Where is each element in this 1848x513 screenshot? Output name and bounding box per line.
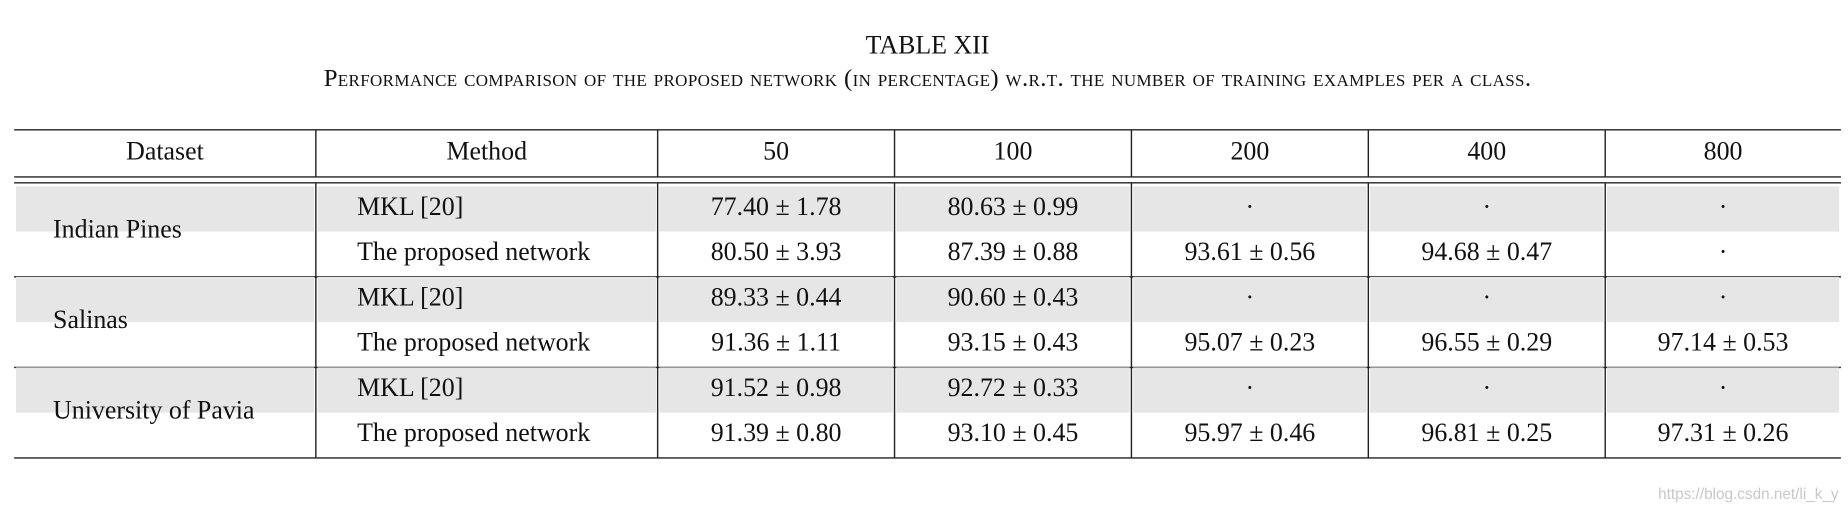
value-cell: · bbox=[1482, 373, 1491, 402]
value-cell: 87.39 ± 0.88 bbox=[948, 237, 1079, 266]
value-cell: 97.31 ± 0.26 bbox=[1658, 418, 1789, 447]
row-shade bbox=[1606, 367, 1840, 413]
header-cell: 400 bbox=[1467, 136, 1506, 165]
value-cell: 80.50 ± 3.93 bbox=[711, 237, 842, 266]
method-cell: The proposed network bbox=[357, 418, 590, 447]
row-shade bbox=[659, 276, 893, 323]
value-cell: · bbox=[1482, 282, 1491, 311]
header-cell: Method bbox=[446, 136, 527, 165]
value-cell: · bbox=[1246, 192, 1255, 221]
header-cell: 800 bbox=[1704, 136, 1743, 165]
value-cell: · bbox=[1482, 192, 1491, 221]
value-cell: 77.40 ± 1.78 bbox=[711, 192, 842, 221]
value-cell: 95.97 ± 0.46 bbox=[1184, 418, 1315, 447]
value-cell: · bbox=[1719, 192, 1728, 221]
value-cell: · bbox=[1719, 282, 1728, 311]
value-cell: 95.07 ± 0.23 bbox=[1184, 328, 1315, 357]
watermark: https://blog.csdn.net/li_k_y bbox=[1658, 486, 1839, 503]
header-cell: 200 bbox=[1230, 136, 1269, 165]
value-cell: 93.15 ± 0.43 bbox=[948, 328, 1079, 357]
row-shade bbox=[1606, 276, 1840, 323]
table-title: TABLE XII bbox=[866, 30, 990, 59]
value-cell: · bbox=[1719, 373, 1728, 402]
value-cell: 92.72 ± 0.33 bbox=[948, 373, 1079, 402]
value-cell: · bbox=[1719, 237, 1728, 266]
value-cell: 89.33 ± 0.44 bbox=[711, 282, 842, 311]
table-caption: Performance comparison of the proposed n… bbox=[324, 65, 1532, 92]
row-shade bbox=[15, 367, 315, 413]
dataset-cell: Salinas bbox=[53, 305, 128, 334]
table: Dataset Method 50 100 200 400 800 Indian Pines M… bbox=[14, 129, 1841, 459]
header-cell: 50 bbox=[763, 136, 789, 165]
row-shade bbox=[896, 367, 1130, 413]
row-shade bbox=[1606, 186, 1840, 232]
dataset-cell: Indian Pines bbox=[53, 215, 182, 244]
row-shade bbox=[15, 186, 315, 232]
value-cell: 93.10 ± 0.45 bbox=[948, 418, 1079, 447]
row-shade bbox=[1370, 367, 1604, 413]
row-shade bbox=[15, 276, 315, 323]
header-cell: Dataset bbox=[126, 136, 204, 165]
row-shade bbox=[1133, 276, 1367, 323]
row-shade bbox=[317, 367, 656, 413]
row-shade bbox=[896, 186, 1130, 232]
method-cell: MKL [20] bbox=[357, 373, 463, 402]
value-cell: 90.60 ± 0.43 bbox=[948, 282, 1079, 311]
value-cell: · bbox=[1246, 282, 1255, 311]
row-shade bbox=[1370, 276, 1604, 323]
value-cell: · bbox=[1246, 373, 1255, 402]
row-shade bbox=[317, 186, 656, 232]
value-cell: 91.52 ± 0.98 bbox=[711, 373, 842, 402]
value-cell: 96.81 ± 0.25 bbox=[1421, 418, 1552, 447]
row-shade bbox=[317, 276, 656, 323]
value-cell: 94.68 ± 0.47 bbox=[1421, 237, 1552, 266]
method-cell: The proposed network bbox=[357, 328, 590, 357]
method-cell: MKL [20] bbox=[357, 192, 463, 221]
row-shade bbox=[1370, 186, 1604, 232]
method-cell: The proposed network bbox=[357, 237, 590, 266]
value-cell: 93.61 ± 0.56 bbox=[1184, 237, 1315, 266]
row-shade bbox=[896, 276, 1130, 323]
row-shade bbox=[659, 186, 893, 232]
dataset-cell: University of Pavia bbox=[53, 396, 255, 425]
row-shade bbox=[659, 367, 893, 413]
row-shade bbox=[1133, 367, 1367, 413]
value-cell: 91.36 ± 1.11 bbox=[711, 328, 841, 357]
value-cell: 97.14 ± 0.53 bbox=[1658, 328, 1789, 357]
header-cell: 100 bbox=[994, 136, 1033, 165]
value-cell: 96.55 ± 0.29 bbox=[1421, 328, 1552, 357]
method-cell: MKL [20] bbox=[357, 282, 463, 311]
value-cell: 91.39 ± 0.80 bbox=[711, 418, 842, 447]
value-cell: 80.63 ± 0.99 bbox=[948, 192, 1079, 221]
row-shade bbox=[1133, 186, 1367, 232]
